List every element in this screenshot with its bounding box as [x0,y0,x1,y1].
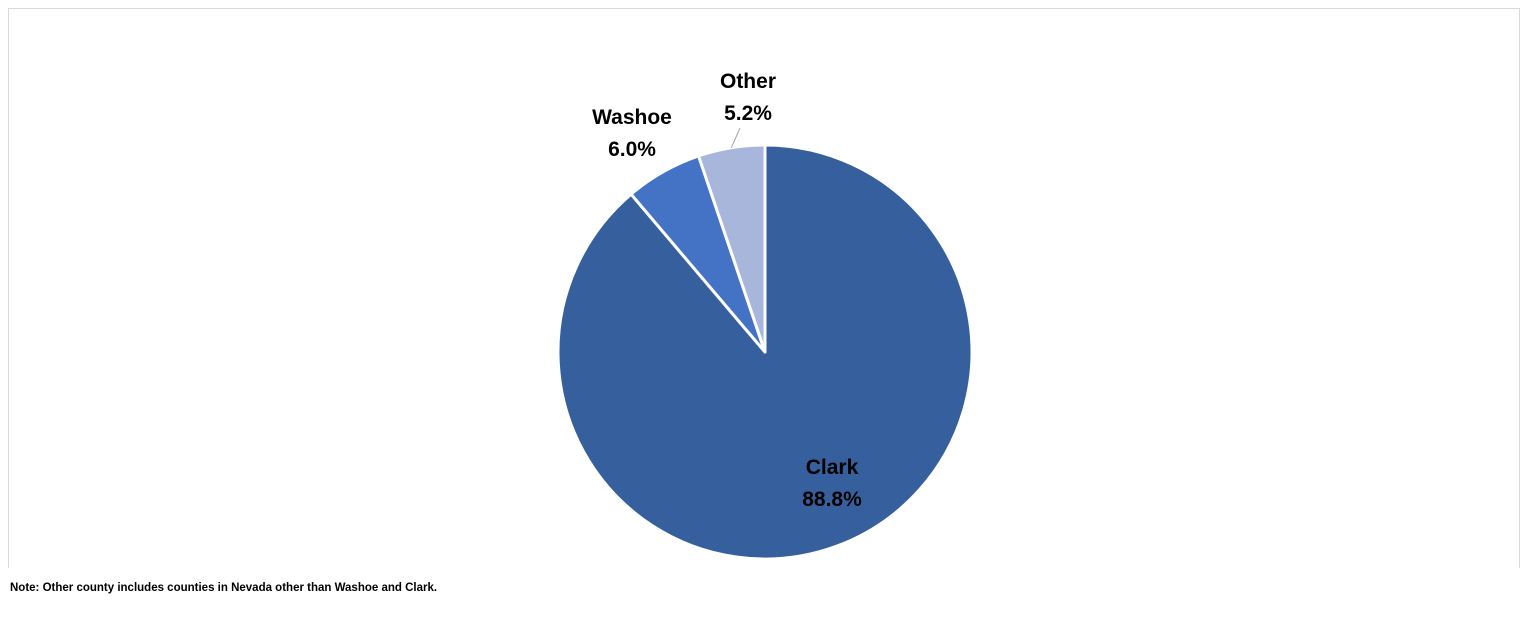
pie-slices [556,143,974,561]
slice-label-clark: Clark [806,456,859,479]
slice-labels: Clark 88.8% Washoe 6.0% Other 5.2% [592,70,862,511]
leader-lines [730,127,741,148]
slice-label-other: Other [720,70,776,93]
slice-value-other: 5.2% [724,102,772,125]
slice-value-clark: 88.8% [802,488,862,511]
slice-value-washoe: 6.0% [608,138,656,161]
slice-label-washoe: Washoe [592,106,672,129]
chart-note: Note: Other county includes counties in … [10,582,438,594]
leader-line-other [730,127,741,148]
pie-slice-clark [556,143,974,561]
